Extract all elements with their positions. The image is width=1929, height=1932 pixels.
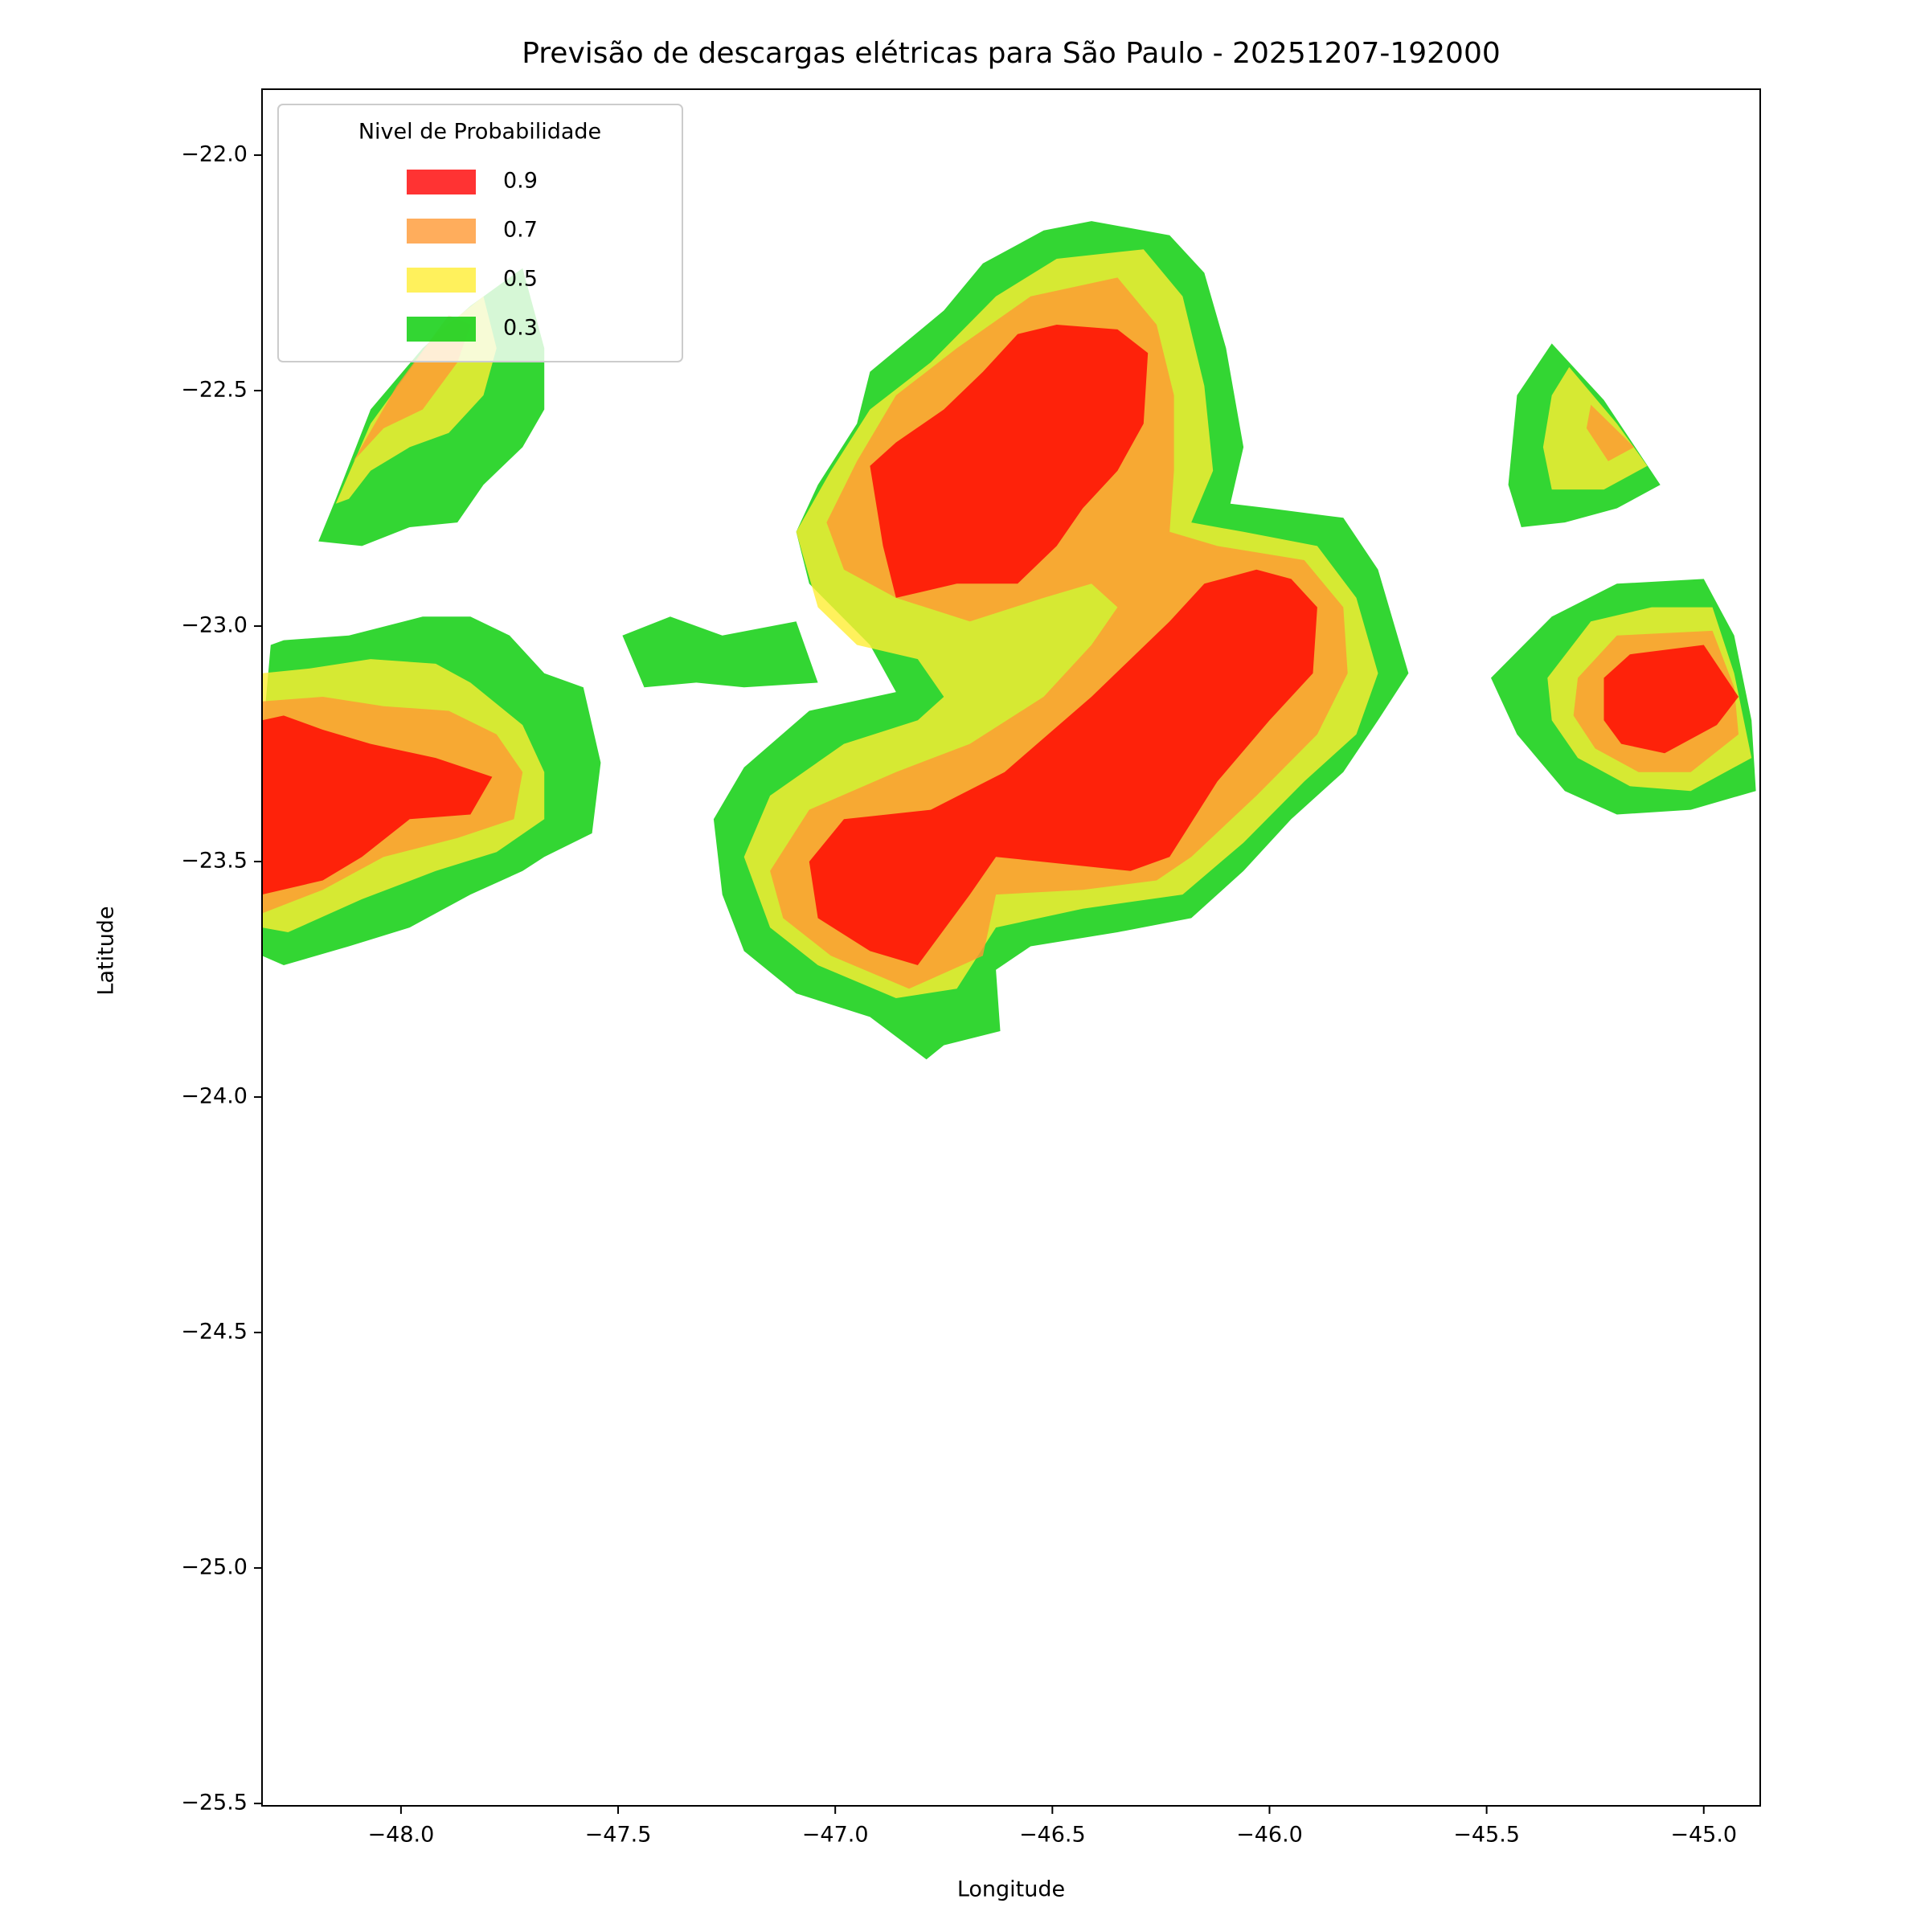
x-tick-label: −45.0 [1670,1823,1737,1848]
legend-swatch [407,219,476,244]
x-tick-label: −46.5 [1019,1823,1086,1848]
legend-swatch [407,268,476,293]
y-tick-label: −24.5 [181,1320,248,1345]
contour-region [1586,404,1635,461]
plot-frame [261,88,1761,1807]
x-axis-label: Longitude [957,1877,1065,1902]
x-tick-label: −46.0 [1236,1823,1303,1848]
legend-swatch [407,170,476,194]
y-axis-label: Latitude [94,906,119,995]
x-tick-label: −48.0 [368,1823,435,1848]
y-tick-label: −25.5 [181,1791,248,1815]
x-tick-label: −47.0 [802,1823,869,1848]
legend-title: Nivel de Probabilidade [358,120,601,145]
y-tick-label: −23.0 [181,613,248,638]
x-tick-label: −45.5 [1453,1823,1520,1848]
legend-label: 0.5 [503,267,538,292]
y-tick-label: −24.0 [181,1084,248,1109]
y-tick-label: −22.5 [181,378,248,403]
contour-region [1603,645,1739,754]
contour-region [622,616,818,688]
legend-label: 0.3 [503,316,538,341]
contour-region [809,569,1317,965]
contour-region [870,325,1149,598]
y-tick-label: −22.0 [181,142,248,167]
y-tick-label: −25.0 [181,1555,248,1580]
x-tick-label: −47.5 [585,1823,652,1848]
y-tick-label: −23.5 [181,849,248,874]
legend-label: 0.7 [503,218,538,243]
legend: Nivel de Probabilidade 0.3 0.5 0.7 0.9 [277,104,683,362]
contour-region [262,715,493,895]
legend-box [277,104,683,362]
legend-swatch [407,317,476,342]
chart-title: Previsão de descargas elétricas para São… [522,37,1501,70]
legend-label: 0.9 [503,169,538,194]
